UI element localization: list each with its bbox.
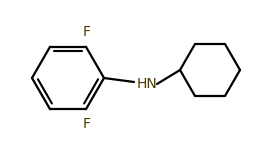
Text: HN: HN xyxy=(137,77,158,91)
Text: F: F xyxy=(83,25,91,39)
Text: F: F xyxy=(83,117,91,131)
